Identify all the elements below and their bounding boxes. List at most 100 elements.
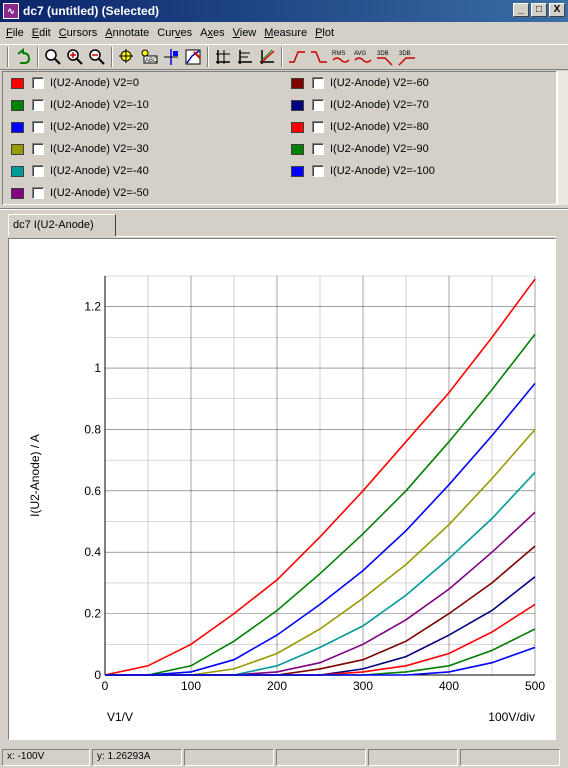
rise-icon[interactable] [286, 46, 308, 68]
close-button[interactable]: X [549, 3, 565, 17]
status-y: y: 1.26293A [92, 748, 182, 766]
legend-swatch [11, 99, 24, 111]
menu-cursors[interactable]: Cursors [58, 27, 98, 39]
y-tick-label: 0.8 [84, 422, 101, 436]
tab-baseline [116, 236, 556, 237]
series-line-10 [105, 646, 536, 676]
x-tick-label: 400 [439, 679, 459, 693]
legend-item[interactable]: I(U2-Anode) V2=-30 [11, 138, 149, 160]
maximize-button[interactable]: □ [531, 3, 547, 17]
legend-label: I(U2-Anode) V2=-90 [330, 143, 429, 155]
x-tick-label: 0 [102, 679, 109, 693]
axes-icon[interactable] [212, 46, 234, 68]
legend-label: I(U2-Anode) V2=0 [50, 77, 139, 89]
status-x: x: -100V [2, 748, 90, 766]
y-tick-label: 0.4 [84, 545, 101, 559]
legend-item[interactable]: I(U2-Anode) V2=-50 [11, 182, 149, 204]
menu-file[interactable]: File [6, 27, 24, 39]
rms-label: RMS [332, 51, 345, 57]
zoom-in-icon[interactable] [64, 46, 86, 68]
zoom-out-icon[interactable] [86, 46, 108, 68]
svg-text:ABC: ABC [145, 58, 158, 64]
status-empty-3 [368, 748, 458, 766]
title-bar[interactable]: ∿ dc7 (untitled) (Selected) _ □ X [0, 0, 568, 22]
legend-item[interactable]: I(U2-Anode) V2=-80 [291, 116, 435, 138]
graph-area[interactable]: 0 100 200 300 400 500 0 0.2 0.4 0.6 0.8 1 1.2 V1/V 100… [8, 238, 556, 740]
legend-checkbox[interactable] [32, 99, 44, 111]
legend-item[interactable]: I(U2-Anode) V2=-10 [11, 94, 149, 116]
legend-checkbox[interactable] [32, 121, 44, 133]
legend-checkbox[interactable] [312, 77, 324, 89]
status-empty-4 [460, 748, 560, 766]
minimize-button[interactable]: _ [513, 3, 529, 17]
menu-curves[interactable]: Curves [157, 27, 193, 39]
legend-label: I(U2-Anode) V2=-70 [330, 99, 429, 111]
app-icon[interactable]: ∿ [3, 3, 19, 19]
menu-plot[interactable]: Plot [315, 27, 335, 39]
x-axis-label: V1/V [107, 710, 133, 724]
legend-checkbox[interactable] [32, 143, 44, 155]
curve-pick-icon[interactable] [182, 46, 204, 68]
legend-checkbox[interactable] [312, 165, 324, 177]
window-title: dc7 (untitled) (Selected) [23, 4, 160, 18]
legend-checkbox[interactable] [32, 77, 44, 89]
toolbar-separator [111, 47, 113, 67]
legend-item[interactable]: I(U2-Anode) V2=-70 [291, 94, 435, 116]
fall-icon[interactable] [308, 46, 330, 68]
undo-icon[interactable] [12, 46, 34, 68]
3db-low-label: 3DB [377, 51, 389, 57]
legend-swatch [11, 187, 24, 199]
legend-label: I(U2-Anode) V2=-20 [50, 121, 149, 133]
legend-item[interactable]: I(U2-Anode) V2=-60 [291, 72, 435, 94]
annotate-abc-icon[interactable]: ABC [138, 46, 160, 68]
legend-swatch [11, 121, 24, 133]
legend-checkbox[interactable] [312, 99, 324, 111]
toolbar-separator [37, 47, 39, 67]
3db-low-icon[interactable]: 3DB [374, 46, 396, 68]
legend-swatch [11, 143, 24, 155]
avg-label: AVG [354, 51, 367, 57]
legend-scrollbar[interactable] [557, 71, 568, 205]
legend-label: I(U2-Anode) V2=-100 [330, 165, 435, 177]
legend-item[interactable]: I(U2-Anode) V2=-90 [291, 138, 435, 160]
legend-swatch [291, 121, 304, 133]
grid-icon[interactable] [234, 46, 256, 68]
legend-swatch [291, 77, 304, 89]
legend-checkbox[interactable] [312, 143, 324, 155]
y-tick-label: 1 [94, 361, 101, 375]
tab-plot[interactable]: dc7 I(U2-Anode) [8, 214, 116, 236]
legend-item[interactable]: I(U2-Anode) V2=0 [11, 72, 149, 94]
menu-bar: File Edit Cursors Annotate Curves Axes View Mea… [0, 23, 568, 43]
log-scale-icon[interactable] [256, 46, 278, 68]
rms-icon[interactable]: RMS [330, 46, 352, 68]
legend-item[interactable]: I(U2-Anode) V2=-100 [291, 160, 435, 182]
legend-item[interactable]: I(U2-Anode) V2=-40 [11, 160, 149, 182]
x-tick-label: 300 [353, 679, 373, 693]
menu-annotate[interactable]: Annotate [105, 27, 150, 39]
y-tick-label: 1.2 [84, 300, 101, 314]
legend-checkbox[interactable] [312, 121, 324, 133]
toolbar-separator [281, 47, 283, 67]
menu-view[interactable]: View [232, 27, 257, 39]
legend-checkbox[interactable] [32, 165, 44, 177]
chart[interactable]: 0 100 200 300 400 500 0 0.2 0.4 0.6 0.8 1 1.2 V1/V 100… [9, 239, 555, 739]
3db-high-icon[interactable]: 3DB [396, 46, 418, 68]
legend-checkbox[interactable] [32, 187, 44, 199]
cursor-icon[interactable] [116, 46, 138, 68]
toolbar-separator [207, 47, 209, 67]
add-cursor-icon[interactable] [160, 46, 182, 68]
menu-axes[interactable]: Axes [200, 27, 225, 39]
legend-swatch [291, 99, 304, 111]
zoom-full-icon[interactable] [42, 46, 64, 68]
curve-legend: I(U2-Anode) V2=0 I(U2-Anode) V2=-10 I(U2-A… [2, 71, 557, 205]
series-line-0 [104, 278, 536, 676]
menu-measure[interactable]: Measure [264, 27, 308, 39]
menu-edit[interactable]: Edit [31, 27, 51, 39]
status-empty-1 [184, 748, 274, 766]
legend-item[interactable]: I(U2-Anode) V2=-20 [11, 116, 149, 138]
avg-icon[interactable]: AVG [352, 46, 374, 68]
legend-swatch [11, 77, 24, 89]
y-tick-label: 0.6 [84, 484, 101, 498]
toolbar-separator [7, 47, 9, 67]
pane-splitter[interactable] [0, 208, 568, 210]
